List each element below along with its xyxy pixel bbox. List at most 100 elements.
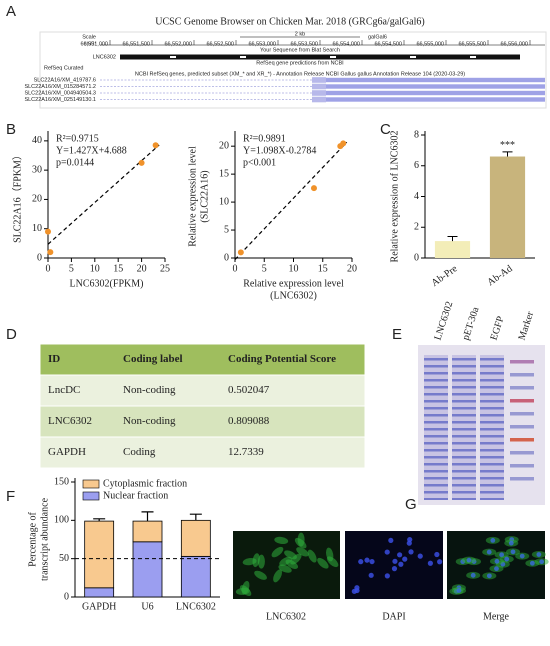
y-tick-label: 5 xyxy=(224,224,229,235)
x-tick-label: 10 xyxy=(289,263,299,274)
y-tick-label: 10 xyxy=(32,223,42,234)
transcript-label: SLC22A16/XM_025149130.1 xyxy=(24,97,96,103)
table-cell: Coding xyxy=(123,446,156,458)
nucleus xyxy=(417,553,423,559)
gel-image xyxy=(418,345,545,505)
transcript-exon xyxy=(326,90,545,96)
cell-green xyxy=(279,556,292,566)
fit-line xyxy=(47,144,160,245)
cell-green xyxy=(271,546,284,558)
table-cell: Non-coding xyxy=(123,415,176,427)
table-header-cell: Coding label xyxy=(123,353,183,365)
image-blue xyxy=(345,531,443,599)
marker-band xyxy=(510,412,534,416)
point xyxy=(138,159,145,166)
table-cell: 0.809088 xyxy=(228,415,270,427)
blat-gap xyxy=(330,56,336,58)
x-tick-label: 25 xyxy=(160,263,170,274)
legend-label: Cytoplasmic fraction xyxy=(103,478,187,489)
image-label: DAPI xyxy=(382,611,405,622)
y-tick-label: 0 xyxy=(64,591,69,602)
nucleus-merge xyxy=(494,558,500,564)
x-axis-label: Relative expression level xyxy=(243,278,344,289)
y-tick-label: 30 xyxy=(32,164,42,175)
table-cell: Non-coding xyxy=(123,384,176,396)
x-tick-label: 20 xyxy=(347,263,357,274)
blat-hit xyxy=(120,54,520,60)
annotation: Y=1.098X-0.2784 xyxy=(243,145,316,156)
panel-label: F xyxy=(6,488,15,505)
transcript-exon xyxy=(312,96,326,103)
point xyxy=(45,228,51,235)
position-label: 66,552,000 xyxy=(164,41,192,47)
marker-band xyxy=(510,373,534,377)
point xyxy=(340,140,347,147)
blat-track-label: Your Sequence from Blat Search xyxy=(260,47,340,53)
nucleus-merge xyxy=(470,572,476,578)
bar-segment xyxy=(132,541,163,598)
error-bar xyxy=(447,235,458,242)
cell-green xyxy=(273,569,282,583)
table-cell: LNC6302 xyxy=(48,415,92,427)
annotation: p<0.001 xyxy=(243,157,276,168)
y-tick-label: 8 xyxy=(414,129,419,140)
bar-segment xyxy=(84,587,115,598)
y-axis-label: Relative expression level xyxy=(187,146,198,247)
nucleus xyxy=(434,551,440,558)
position-label: 66,556,000 xyxy=(500,41,528,47)
transcript-exon xyxy=(326,84,545,89)
marker-band xyxy=(510,386,534,390)
y-tick-label: 0 xyxy=(414,252,419,263)
image-label: LNC6302 xyxy=(266,611,306,622)
gel-lane xyxy=(480,355,504,500)
nucleus-merge xyxy=(519,553,525,559)
y-tick-label: 10 xyxy=(219,196,229,207)
x-tick-label: 10 xyxy=(90,263,100,274)
blat-gap xyxy=(240,56,246,58)
x-axis-label: (LNC6302) xyxy=(270,290,317,301)
x-tick-label: Ab-Ad xyxy=(485,263,514,288)
transcript-exon xyxy=(312,83,326,90)
table-cell: LncDC xyxy=(48,384,80,396)
nucleus-merge xyxy=(486,549,492,555)
x-tick-label: 15 xyxy=(113,263,123,274)
cell-green xyxy=(254,570,267,580)
transcript-label: SLC22A16/XM_015284571.2 xyxy=(24,84,96,90)
nucleus-merge xyxy=(536,552,542,557)
genome-browser: UCSC Genome Browser on Chicken Mar. 2018… xyxy=(24,16,547,109)
transcript-exon xyxy=(312,90,326,96)
nucleus xyxy=(427,560,433,566)
marker-band xyxy=(510,464,534,468)
cell-green xyxy=(290,553,302,565)
nucleus-merge xyxy=(504,556,510,562)
nucleus xyxy=(384,573,390,579)
y-tick-label: 2 xyxy=(414,222,419,233)
y-tick-label: 100 xyxy=(54,515,69,526)
significance: *** xyxy=(500,140,515,151)
table-row xyxy=(39,405,366,438)
panel-label: D xyxy=(6,326,17,343)
nucleus xyxy=(391,566,398,572)
nucleus xyxy=(408,549,414,555)
error-bar xyxy=(93,518,106,522)
nucleus-merge xyxy=(508,540,514,546)
x-tick-label: GAPDH xyxy=(82,601,116,612)
x-tick-label: 0 xyxy=(233,263,238,274)
table-row xyxy=(39,436,366,469)
nucleus xyxy=(354,587,360,594)
nucleus-merge xyxy=(490,538,496,543)
gel-lane xyxy=(424,355,448,500)
annotation: Y=1.427X+4.688 xyxy=(56,145,127,156)
x-tick-label: 15 xyxy=(318,263,328,274)
nucleus xyxy=(406,540,412,546)
y-axis-label: SLC22A16（FPKM） xyxy=(11,150,23,243)
position-label: 66,555,500 xyxy=(458,41,486,47)
panel-label: A xyxy=(6,3,16,20)
error-bar xyxy=(141,511,154,522)
cell-green xyxy=(239,585,252,596)
nucleus-merge xyxy=(539,559,545,565)
cell-green xyxy=(307,549,317,563)
bar-segment xyxy=(180,519,211,557)
y-tick-label: 150 xyxy=(54,476,69,487)
x-axis-label: LNC6302(FPKM) xyxy=(70,278,144,289)
